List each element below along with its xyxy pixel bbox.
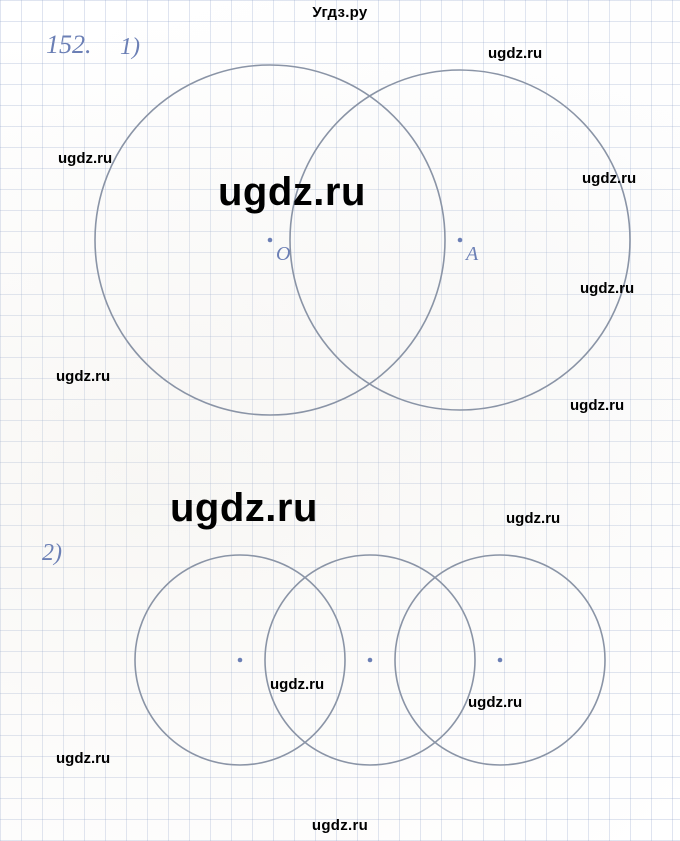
diagram-part-1: O A bbox=[40, 40, 660, 420]
watermark-large-1: ugdz.ru bbox=[218, 170, 366, 215]
part-2-label: 2) bbox=[42, 540, 62, 567]
watermark-small-10: ugdz.ru bbox=[56, 750, 110, 767]
center-dot-2-right bbox=[498, 658, 503, 663]
center-dot-A bbox=[458, 238, 463, 243]
watermark-small-6: ugdz.ru bbox=[570, 397, 624, 414]
watermark-large-2: ugdz.ru bbox=[170, 486, 318, 531]
watermark-small-1: ugdz.ru bbox=[488, 45, 542, 62]
watermark-small-5: ugdz.ru bbox=[56, 368, 110, 385]
watermark-small-4: ugdz.ru bbox=[580, 280, 634, 297]
center-dot-O bbox=[268, 238, 273, 243]
label-A: A bbox=[464, 243, 479, 265]
problem-number: 152. bbox=[46, 30, 92, 60]
label-O: O bbox=[276, 243, 290, 265]
watermark-small-9: ugdz.ru bbox=[468, 694, 522, 711]
center-dot-2-middle bbox=[368, 658, 373, 663]
watermark-small-3: ugdz.ru bbox=[582, 170, 636, 187]
watermark-small-2: ugdz.ru bbox=[58, 150, 112, 167]
site-header-text: Угдз.ру bbox=[312, 4, 367, 21]
diagram-part-2 bbox=[120, 540, 640, 780]
watermark-small-7: ugdz.ru bbox=[506, 510, 560, 527]
center-dot-2-left bbox=[238, 658, 243, 663]
site-footer: ugdz.ru bbox=[0, 817, 680, 835]
part-1-label: 1) bbox=[120, 34, 140, 61]
watermark-small-8: ugdz.ru bbox=[270, 676, 324, 693]
site-footer-text: ugdz.ru bbox=[312, 817, 368, 834]
site-header: Угдз.ру bbox=[0, 4, 680, 22]
